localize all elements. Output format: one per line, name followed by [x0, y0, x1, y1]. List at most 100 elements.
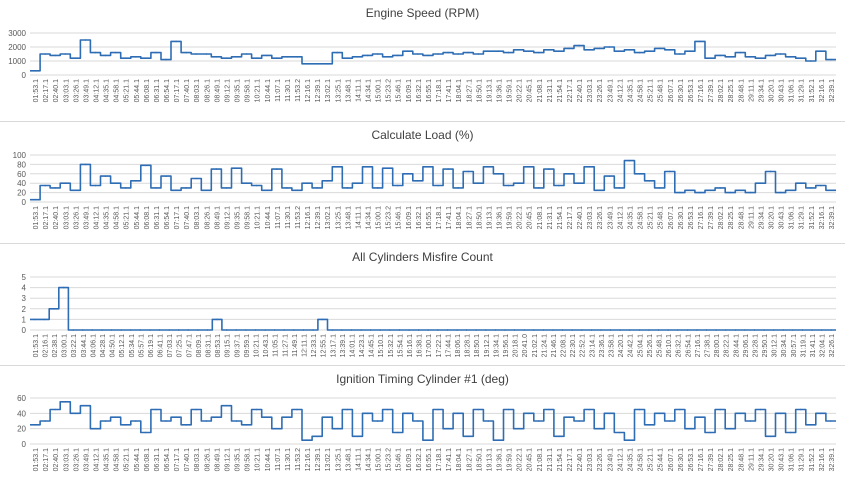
x-tick-label: 11:30.1	[285, 206, 292, 229]
x-tick-label: 05:21.1	[124, 79, 131, 102]
x-tick-label: 07:25.1	[177, 334, 184, 357]
data-point	[74, 189, 77, 192]
x-tick-label: 17:41.1	[446, 79, 453, 102]
y-tick-label: 80	[17, 160, 26, 169]
x-tick-label: 22:17.1	[567, 448, 574, 471]
x-tick-label: 19:59.1	[507, 448, 514, 471]
data-point	[407, 412, 409, 415]
data-point	[668, 420, 671, 422]
data-point	[54, 54, 56, 57]
x-tick-label: 06:08.1	[144, 79, 151, 102]
data-point	[608, 175, 611, 177]
data-point	[769, 435, 772, 438]
data-point	[195, 408, 198, 411]
engine-speed-plot: 0 1000 2000 3000 01:53.1 02:17.1 02:40.1 03:03.…	[8, 29, 836, 102]
x-tick-label: 07:17.1	[174, 206, 181, 229]
x-tick-label: 27:16.1	[698, 448, 705, 471]
x-tick-label: 06:54.1	[164, 206, 171, 229]
x-tick-label: 26:54.1	[685, 334, 692, 357]
x-tick-label: 22:08.1	[561, 334, 568, 357]
x-tick-label: 01:53.1	[33, 448, 40, 471]
data-point	[689, 189, 691, 192]
x-tick-label: 17:22.1	[436, 334, 443, 357]
x-tick-label: 03:44.1	[81, 334, 88, 357]
x-tick-label: 14:34.1	[366, 79, 373, 102]
x-tick-label: 04:35.1	[104, 206, 111, 229]
x-tick-label: 29:34.1	[758, 79, 765, 102]
x-tick-label: 17:18.1	[436, 79, 443, 102]
x-tick-label: 06:31.1	[154, 448, 161, 471]
y-tick-label: 5	[22, 273, 27, 282]
x-tick-label: 09:12.1	[224, 448, 231, 471]
data-point	[638, 408, 641, 411]
data-point	[696, 329, 698, 331]
data-point	[81, 329, 84, 331]
x-tick-label: 18:50.1	[476, 448, 483, 471]
x-tick-label: 21:46.1	[551, 334, 558, 357]
x-tick-label: 19:12.1	[484, 334, 491, 357]
data-point	[145, 57, 147, 59]
x-tick-label: 11:53.2	[295, 79, 302, 102]
data-point	[782, 329, 785, 331]
data-point	[608, 46, 611, 48]
x-tick-label: 23:26.1	[597, 448, 604, 471]
x-tick-label: 30:20.1	[769, 448, 776, 471]
data-point	[729, 56, 732, 58]
x-tick-label: 29:50.1	[762, 334, 769, 357]
x-tick-label: 18:04.1	[456, 448, 463, 471]
x-tick-label: 04:12.1	[93, 448, 100, 471]
data-point	[104, 175, 107, 177]
data-point	[568, 416, 570, 418]
x-tick-label: 26:30.1	[678, 79, 685, 102]
data-point	[312, 329, 314, 331]
data-point	[356, 56, 359, 58]
data-point	[739, 51, 742, 54]
x-tick-label: 08:26.1	[204, 448, 211, 471]
x-tick-label: 16:09.1	[406, 448, 413, 471]
x-tick-label: 04:12.1	[93, 79, 100, 102]
data-point	[84, 404, 87, 407]
x-tick-label: 19:13.1	[486, 448, 493, 471]
x-tick-label: 17:44.1	[445, 334, 452, 357]
data-point	[457, 53, 459, 55]
x-tick-label: 09:59.1	[244, 334, 251, 357]
x-tick-label: 18:27.1	[466, 448, 473, 471]
x-tick-label: 03:26.1	[73, 206, 80, 229]
data-point	[427, 439, 429, 441]
data-point	[668, 170, 671, 173]
data-point	[830, 420, 832, 422]
data-point	[225, 329, 228, 331]
data-point	[608, 412, 611, 415]
y-tick-label: 3	[22, 294, 27, 303]
data-point	[187, 329, 190, 331]
x-tick-label: 09:35.1	[235, 448, 242, 471]
data-point	[265, 416, 268, 418]
x-tick-label: 26:53.1	[688, 206, 695, 229]
x-tick-label: 13:48.1	[345, 448, 352, 471]
data-point	[719, 187, 721, 189]
x-tick-label: 03:03.1	[63, 448, 70, 471]
data-point	[517, 49, 520, 51]
data-point	[638, 173, 641, 175]
data-point	[689, 50, 691, 52]
x-tick-label: 10:44.1	[265, 448, 272, 471]
data-point	[120, 329, 122, 331]
y-tick-label: 1000	[8, 57, 26, 66]
x-tick-label: 16:32.1	[416, 206, 423, 229]
data-point	[265, 54, 268, 57]
x-tick-label: 09:35.1	[235, 79, 242, 102]
x-tick-label: 03:26.1	[73, 79, 80, 102]
x-tick-label: 20:22.1	[517, 206, 524, 229]
x-tick-label: 15:46.1	[396, 206, 403, 229]
data-point	[216, 318, 218, 321]
x-tick-label: 08:26.1	[204, 206, 211, 229]
data-point	[588, 408, 590, 411]
x-tick-label: 28:25.1	[728, 79, 735, 102]
x-tick-label: 19:36.1	[496, 448, 503, 471]
data-point	[548, 49, 550, 51]
data-point	[296, 56, 298, 58]
data-point	[801, 329, 804, 331]
data-point	[679, 408, 681, 411]
x-tick-label: 10:21.1	[255, 206, 262, 229]
x-tick-label: 09:12.1	[224, 79, 231, 102]
